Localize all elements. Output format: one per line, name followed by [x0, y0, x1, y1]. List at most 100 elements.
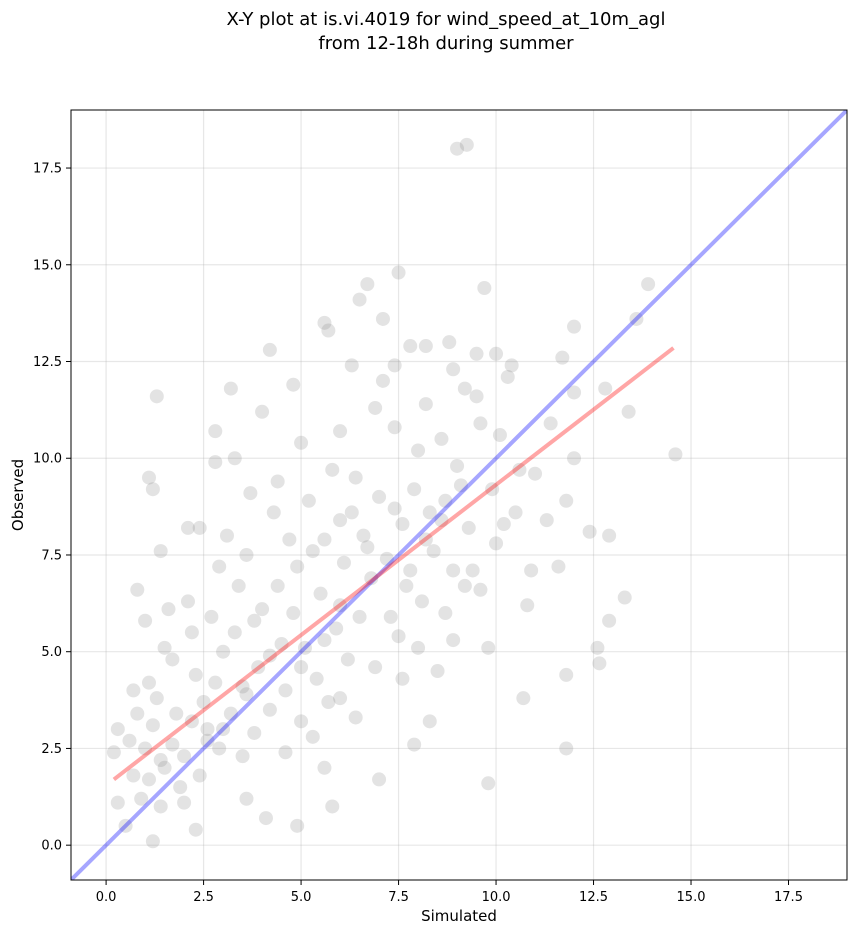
plot-area-frame	[70, 109, 848, 881]
scatter-point	[641, 277, 656, 292]
scatter-point	[446, 633, 461, 648]
scatter-point	[438, 606, 453, 621]
scatter-point	[340, 652, 355, 667]
scatter-point	[141, 675, 156, 690]
scatter-point	[372, 772, 387, 787]
scatter-point	[329, 621, 344, 636]
scatter-point	[223, 381, 238, 396]
scatter-point	[274, 636, 289, 651]
scatter-point	[130, 706, 145, 721]
scatter-point	[520, 598, 535, 613]
identity-line	[71, 110, 847, 880]
scatter-point	[559, 741, 574, 756]
scatter-point	[157, 760, 172, 775]
scatter-point	[262, 648, 277, 663]
scatter-point	[418, 339, 433, 354]
scatter-point	[247, 725, 262, 740]
scatter-point	[508, 505, 523, 520]
scatter-point	[138, 741, 153, 756]
scatter-point	[208, 424, 223, 439]
scatter-point	[258, 811, 273, 826]
scatter-point	[403, 563, 418, 578]
scatter-point	[489, 536, 504, 551]
scatter-point	[141, 470, 156, 485]
scatter-point	[239, 687, 254, 702]
scatter-point	[165, 652, 180, 667]
scatter-point	[598, 381, 613, 396]
scatter-point	[227, 625, 242, 640]
scatter-point	[426, 544, 441, 559]
scatter-point	[169, 706, 184, 721]
scatter-point	[313, 586, 328, 601]
scatter-point	[473, 582, 488, 597]
scatter-point	[465, 563, 480, 578]
scatter-point	[192, 768, 207, 783]
x-tick-label: 15.0	[677, 890, 706, 905]
scatter-point	[434, 431, 449, 446]
scatter-point	[219, 528, 234, 543]
scatter-point	[208, 675, 223, 690]
scatter-point	[188, 667, 203, 682]
scatter-point	[375, 311, 390, 326]
scatter-point	[391, 265, 406, 280]
scatter-point	[173, 780, 188, 795]
scatter-point	[149, 691, 164, 706]
scatter-point	[559, 667, 574, 682]
scatter-point	[325, 462, 340, 477]
scatter-point	[395, 517, 410, 532]
scatter-point	[446, 563, 461, 578]
scatter-point	[617, 590, 632, 605]
gridlines	[71, 110, 847, 880]
scatter-point	[153, 799, 168, 814]
scatter-point	[395, 671, 410, 686]
scatter-point	[184, 714, 199, 729]
scatter-point	[286, 377, 301, 392]
scatter-point	[348, 470, 363, 485]
scatter-point	[461, 520, 476, 535]
scatter-point	[165, 737, 180, 752]
scatter-point	[145, 834, 160, 849]
scatter-point	[153, 753, 168, 768]
scatter-point	[360, 540, 375, 555]
scatter-point	[294, 660, 309, 675]
scatter-point	[196, 695, 211, 710]
scatter-point	[235, 679, 250, 694]
scatter-point	[360, 277, 375, 292]
y-axis-label: Observed	[9, 459, 27, 531]
reference-lines	[71, 110, 847, 880]
scatter-point	[414, 594, 429, 609]
scatter-point	[297, 640, 312, 655]
scatter-point	[141, 772, 156, 787]
scatter-point	[200, 722, 215, 737]
scatter-point	[321, 323, 336, 338]
scatter-point	[344, 505, 359, 520]
scatter-point	[122, 733, 137, 748]
scatter-point	[399, 578, 414, 593]
scatter-point	[629, 311, 644, 326]
scatter-point	[407, 737, 422, 752]
scatter-point	[459, 137, 474, 152]
scatter-point	[602, 613, 617, 628]
scatter-point	[177, 749, 192, 764]
scatter-point	[118, 818, 133, 833]
scatter-point	[418, 397, 433, 412]
scatter-point	[383, 609, 398, 624]
scatter-point	[582, 524, 597, 539]
scatter-point	[602, 528, 617, 543]
scatter-point	[317, 315, 332, 330]
scatter-point	[317, 760, 332, 775]
scatter-point	[592, 656, 607, 671]
scatter-point	[539, 513, 554, 528]
scatter-point	[212, 741, 227, 756]
scatter-point	[422, 714, 437, 729]
y-tick-label: 17.5	[33, 162, 62, 177]
scatter-point	[333, 691, 348, 706]
scatter-point	[239, 547, 254, 562]
scatter-point	[251, 660, 266, 675]
scatter-point	[231, 578, 246, 593]
scatter-point	[270, 474, 285, 489]
scatter-point	[262, 702, 277, 717]
scatter-point	[496, 517, 511, 532]
scatter-point	[126, 683, 141, 698]
scatter-point	[333, 513, 348, 528]
